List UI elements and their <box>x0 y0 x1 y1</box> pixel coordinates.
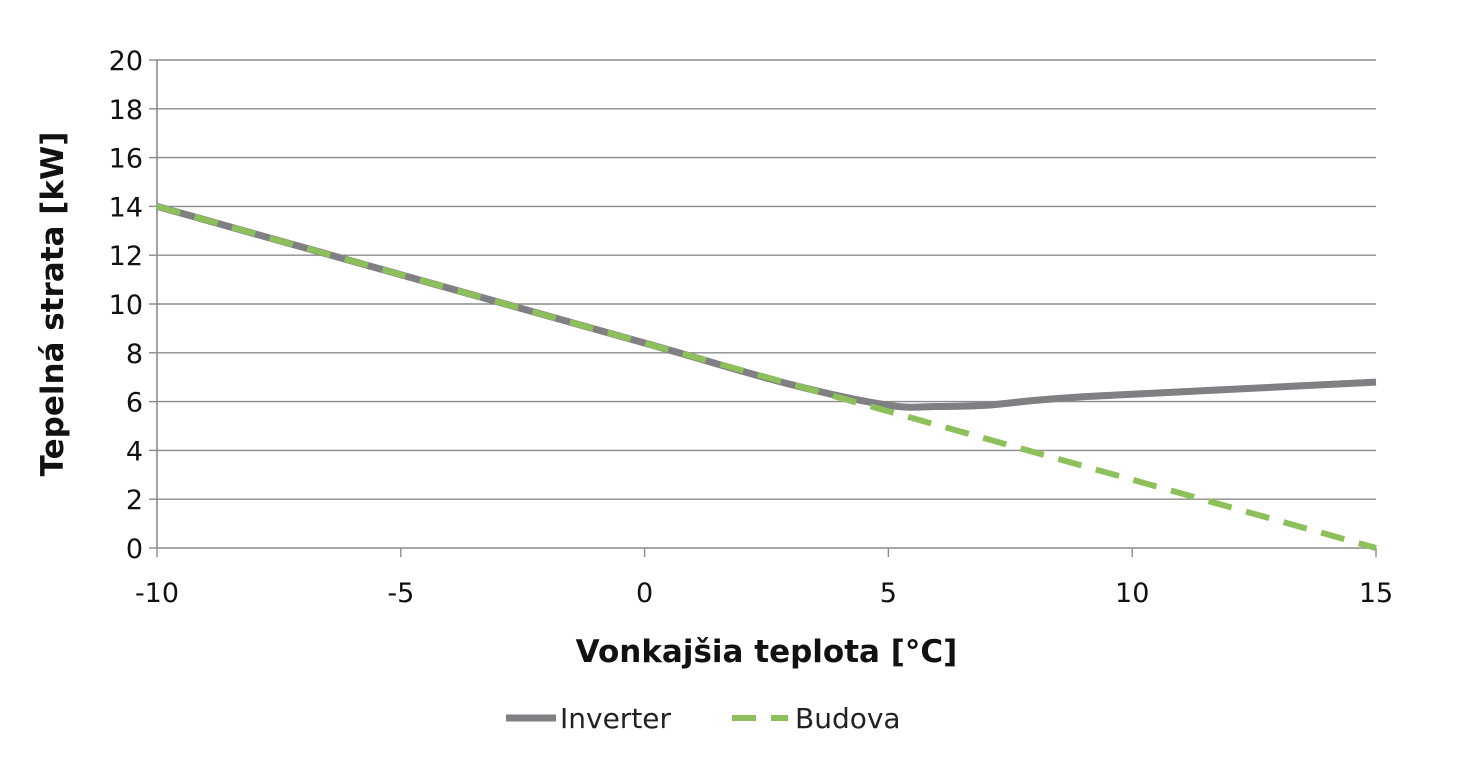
x-tick-label-5: 5 <box>880 578 897 609</box>
legend: Inverter Budova <box>506 702 901 735</box>
grid-lines <box>157 59 1376 500</box>
y-tick-label-2: 2 <box>126 485 143 516</box>
y-axis-title: Tepelná strata [kW] <box>35 132 71 477</box>
tick-labels: 0 2 4 6 8 10 12 14 16 18 20 -10 -5 0 5 10 15 <box>109 46 1394 609</box>
x-axis-title: Vonkajšia teplota [°C] <box>576 634 958 670</box>
legend-label-inverter: Inverter <box>560 702 672 735</box>
y-tick-label-14: 14 <box>109 192 143 223</box>
y-tick-label-0: 0 <box>126 534 143 565</box>
axes <box>149 59 1377 557</box>
x-tick-label--10: -10 <box>135 578 179 609</box>
legend-label-budova: Budova <box>795 702 901 735</box>
y-tick-label-8: 8 <box>126 339 143 370</box>
y-tick-label-12: 12 <box>109 241 143 272</box>
series-lines <box>156 203 1377 551</box>
y-tick-label-18: 18 <box>109 95 143 126</box>
y-tick-label-16: 16 <box>109 144 143 175</box>
y-tick-label-6: 6 <box>126 388 143 419</box>
x-tick-label-10: 10 <box>1115 578 1149 609</box>
series-line-budova <box>156 203 1377 551</box>
y-tick-label-4: 4 <box>126 436 143 467</box>
x-tick-label-0: 0 <box>636 578 653 609</box>
x-tick-label-15: 15 <box>1359 578 1393 609</box>
x-tick-label--5: -5 <box>387 578 414 609</box>
y-tick-label-20: 20 <box>109 46 143 77</box>
y-tick-label-10: 10 <box>109 290 143 321</box>
